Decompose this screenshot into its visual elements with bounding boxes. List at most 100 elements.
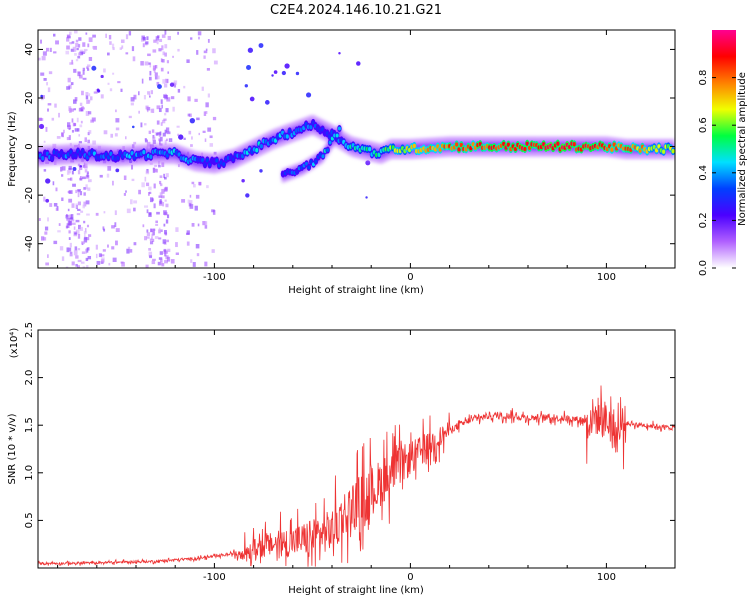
spectrogram-speckle-cell — [38, 57, 41, 61]
spectrogram-speckle-cell — [95, 253, 98, 259]
spectrogram-speckle-cell — [149, 241, 154, 245]
spectrogram-speckle-cell — [58, 223, 61, 226]
spectrogram-speckle-cell — [69, 41, 73, 45]
spectrogram-speckle-cell — [149, 95, 151, 98]
colorbar-tick-label: 0.4 — [698, 165, 709, 181]
spectrogram-speckle-cell — [149, 191, 152, 195]
spectrogram-speckle-cell — [212, 116, 217, 121]
spectrogram-speckle-cell — [85, 200, 90, 205]
spectrogram-ridge-cell — [92, 151, 97, 156]
spectrogram-speckle-cell — [152, 65, 156, 70]
spectrogram-speckle-cell — [152, 139, 156, 145]
spectrogram-speckle-cell — [77, 248, 81, 251]
spectrogram-speckle-cell — [111, 225, 115, 229]
spectrogram-speckle-cell — [142, 43, 145, 48]
spectrogram-speckle-cell — [69, 251, 73, 257]
spectrogram-speckle-spot — [264, 100, 270, 105]
spectrogram-speckle-cell — [167, 248, 171, 253]
spectrogram-speckle-cell — [78, 74, 83, 79]
spectrogram-speckle-cell — [164, 52, 167, 57]
spectrogram-speckle-cell — [132, 56, 136, 62]
spectrogram-speckle-cell — [75, 58, 79, 62]
spectrogram-speckle-cell — [77, 201, 81, 206]
spectrogram-speckle-cell — [79, 176, 82, 181]
spectrogram-ridge-cell — [222, 161, 226, 167]
spectrogram-speckle-cell — [92, 45, 96, 49]
spectrogram-speckle-spot — [245, 193, 250, 198]
spectrogram-speckle-cell — [197, 223, 200, 227]
spectrogram-speckle-cell — [131, 178, 135, 182]
spectrogram-speckle-cell — [130, 199, 133, 205]
spectrogram-speckle-cell — [96, 260, 101, 265]
spectrogram-speckle-cell — [61, 197, 64, 202]
spectrogram-ridge-cell — [328, 140, 332, 145]
spectrogram-speckle-cell — [79, 49, 84, 54]
spectrogram-speckle-cell — [204, 138, 207, 142]
spectrogram-speckle-cell — [114, 133, 118, 137]
spectrogram-speckle-cell — [149, 238, 152, 241]
spectrogram-speckle-cell — [86, 99, 90, 104]
spectrogram-speckle-cell — [53, 202, 58, 207]
spectrogram-speckle-spot — [157, 84, 162, 89]
spectrogram-speckle-cell — [158, 227, 161, 233]
spectrogram-speckle-cell — [61, 166, 66, 171]
spectrogram-speckle-cell — [148, 62, 151, 65]
spectrogram-speckle-cell — [71, 59, 74, 65]
spectrogram-speckle-cell — [156, 105, 161, 110]
spectrogram-speckle-cell — [88, 56, 93, 61]
spectrogram-speckle-cell — [151, 233, 154, 237]
spectrogram-speckle-cell — [205, 102, 209, 108]
spectrogram-speckle-cell — [79, 124, 83, 128]
spectrogram-speckle-cell — [88, 93, 91, 97]
spectrogram-speckle-cell — [198, 36, 200, 40]
spectrogram-speckle-cell — [85, 95, 89, 100]
spectrogram-speckle-cell — [70, 177, 73, 181]
spectrogram-speckle-cell — [66, 218, 71, 221]
spectrogram-speckle-cell — [77, 192, 80, 198]
spectrogram-speckle-cell — [186, 230, 190, 235]
spectrogram-speckle-cell — [161, 195, 165, 199]
spectrogram-speckle-cell — [88, 111, 92, 115]
spectrogram-panel: -100 0 100 -40 -20 0 20 40 Height of straight … — [7, 29, 676, 296]
spectrogram-ridge-cell — [109, 151, 113, 156]
snr-panel: -100 0 100 0.5 1.0 1.5 2.0 2.5 Height of strai… — [7, 322, 676, 596]
spectrogram-speckle-cell — [80, 210, 84, 213]
spectrogram-speckle-cell — [194, 205, 198, 211]
spectrogram-speckle-spot — [305, 92, 312, 98]
spectrogram-speckle-cell — [205, 48, 208, 51]
spectrogram-speckle-cell — [191, 223, 195, 227]
spectrogram-speckle-cell — [77, 265, 80, 268]
spectrogram-speckle-cell — [172, 55, 174, 58]
spectrogram-speckle-cell — [70, 214, 74, 219]
spectrogram-speckle-cell — [82, 42, 86, 47]
spectrogram-speckle-spot — [38, 123, 45, 130]
spectrogram-ridge-cell — [116, 155, 120, 161]
spectrogram-speckle-cell — [183, 137, 186, 140]
spectrogram-speckle-cell — [70, 219, 75, 222]
spectrogram-speckle-cell — [102, 249, 106, 252]
spectrogram-ridge-cell — [657, 144, 661, 149]
spectrogram-speckle-cell — [204, 261, 208, 267]
spectrogram-speckle-spot — [100, 74, 104, 79]
spectrogram-speckle-cell — [107, 244, 109, 248]
spectrogram-ridge-cell — [255, 148, 259, 153]
spectrogram-speckle-cell — [152, 231, 155, 236]
colorbar-bar — [712, 30, 736, 268]
spectrogram-speckle-spot — [79, 165, 83, 168]
spectrogram-speckle-cell — [84, 169, 88, 173]
spectrogram-speckle-cell — [211, 249, 215, 253]
spectrogram-speckle-cell — [83, 187, 87, 190]
spectrogram-speckle-cell — [161, 45, 164, 51]
spectrogram-speckle-cell — [138, 189, 141, 195]
spectrogram-speckle-cell — [148, 93, 151, 96]
spectrogram-speckle-cell — [67, 35, 71, 39]
spectrogram-speckle-cell — [99, 174, 103, 178]
spectrogram-x-tick-label: 0 — [407, 272, 413, 283]
spectrogram-speckle-cell — [144, 138, 147, 141]
spectrogram-speckle-cell — [205, 111, 208, 114]
spectrogram-speckle-cell — [84, 228, 87, 233]
spectrogram-speckle-cell — [140, 122, 143, 128]
spectrogram-speckle-cell — [163, 176, 167, 180]
spectrogram-speckle-cell — [144, 61, 149, 66]
spectrogram-speckle-cell — [173, 80, 178, 85]
